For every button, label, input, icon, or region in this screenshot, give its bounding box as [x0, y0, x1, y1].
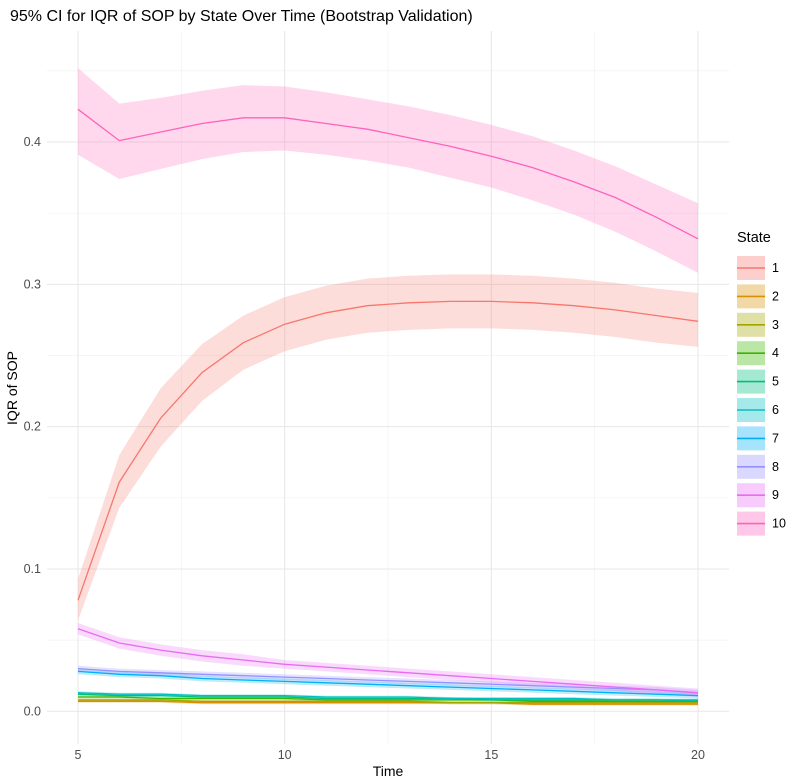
y-tick-label: 0.3 — [24, 277, 41, 291]
legend-item-state-8: 8 — [737, 454, 779, 479]
legend-item-label: 8 — [772, 460, 779, 474]
legend-item-state-10: 10 — [737, 511, 786, 536]
legend-item-state-2: 2 — [737, 284, 779, 309]
legend-item-label: 1 — [772, 261, 779, 275]
line-state-2 — [78, 700, 698, 705]
legend-item-label: 2 — [772, 289, 779, 303]
legend-item-state-5: 5 — [737, 369, 779, 394]
x-axis-tick-labels: 5 10 15 20 — [75, 748, 705, 762]
legend-item-state-3: 3 — [737, 312, 779, 337]
legend: State 1 2 3 4 5 6 7 8 9 10 — [737, 230, 786, 536]
x-tick-label: 10 — [278, 748, 292, 762]
x-tick-label: 20 — [691, 748, 705, 762]
gridlines-minor — [47, 31, 729, 744]
legend-item-label: 3 — [772, 318, 779, 332]
legend-item-label: 4 — [772, 346, 779, 360]
line-state-3 — [78, 699, 698, 704]
y-tick-label: 0.2 — [24, 420, 41, 434]
ci-ribbon-state-1 — [78, 274, 698, 621]
line-state-6 — [77, 692, 698, 701]
y-axis-tick-labels: 0.0 0.1 0.2 0.3 0.4 — [24, 135, 41, 718]
legend-title: State — [737, 230, 771, 246]
chart-title: 95% CI for IQR of SOP by State Over Time… — [10, 8, 473, 25]
legend-item-label: 6 — [772, 403, 779, 417]
legend-item-label: 5 — [772, 375, 779, 389]
y-tick-label: 0.4 — [24, 135, 41, 149]
y-tick-label: 0.0 — [24, 704, 41, 718]
ci-ribbon-state-7 — [78, 668, 698, 699]
y-axis-label: IQR of SOP — [4, 351, 20, 425]
legend-item-state-7: 7 — [737, 426, 779, 451]
legend-item-state-4: 4 — [737, 341, 779, 366]
line-state-4 — [78, 696, 698, 702]
x-tick-label: 15 — [484, 748, 498, 762]
legend-item-label: 7 — [772, 431, 779, 445]
y-tick-label: 0.1 — [24, 562, 41, 576]
ci-ribbon-state-9 — [78, 623, 698, 697]
line-state-9 — [77, 628, 699, 694]
legend-items: 1 2 3 4 5 6 7 8 9 10 — [737, 256, 786, 536]
line-state-5 — [77, 693, 699, 702]
legend-item-state-9: 9 — [737, 483, 779, 508]
line-state-10 — [77, 108, 699, 240]
series-lines — [77, 108, 699, 705]
gridlines-major — [47, 31, 729, 744]
line-state-1 — [77, 300, 699, 601]
legend-item-label: 10 — [772, 517, 786, 531]
line-state-7 — [77, 670, 699, 697]
line-state-8 — [77, 667, 699, 694]
x-tick-label: 5 — [75, 748, 82, 762]
legend-item-label: 9 — [772, 488, 779, 502]
x-axis-label: Time — [373, 763, 404, 779]
legend-item-state-1: 1 — [737, 256, 779, 280]
legend-item-state-6: 6 — [737, 398, 779, 422]
